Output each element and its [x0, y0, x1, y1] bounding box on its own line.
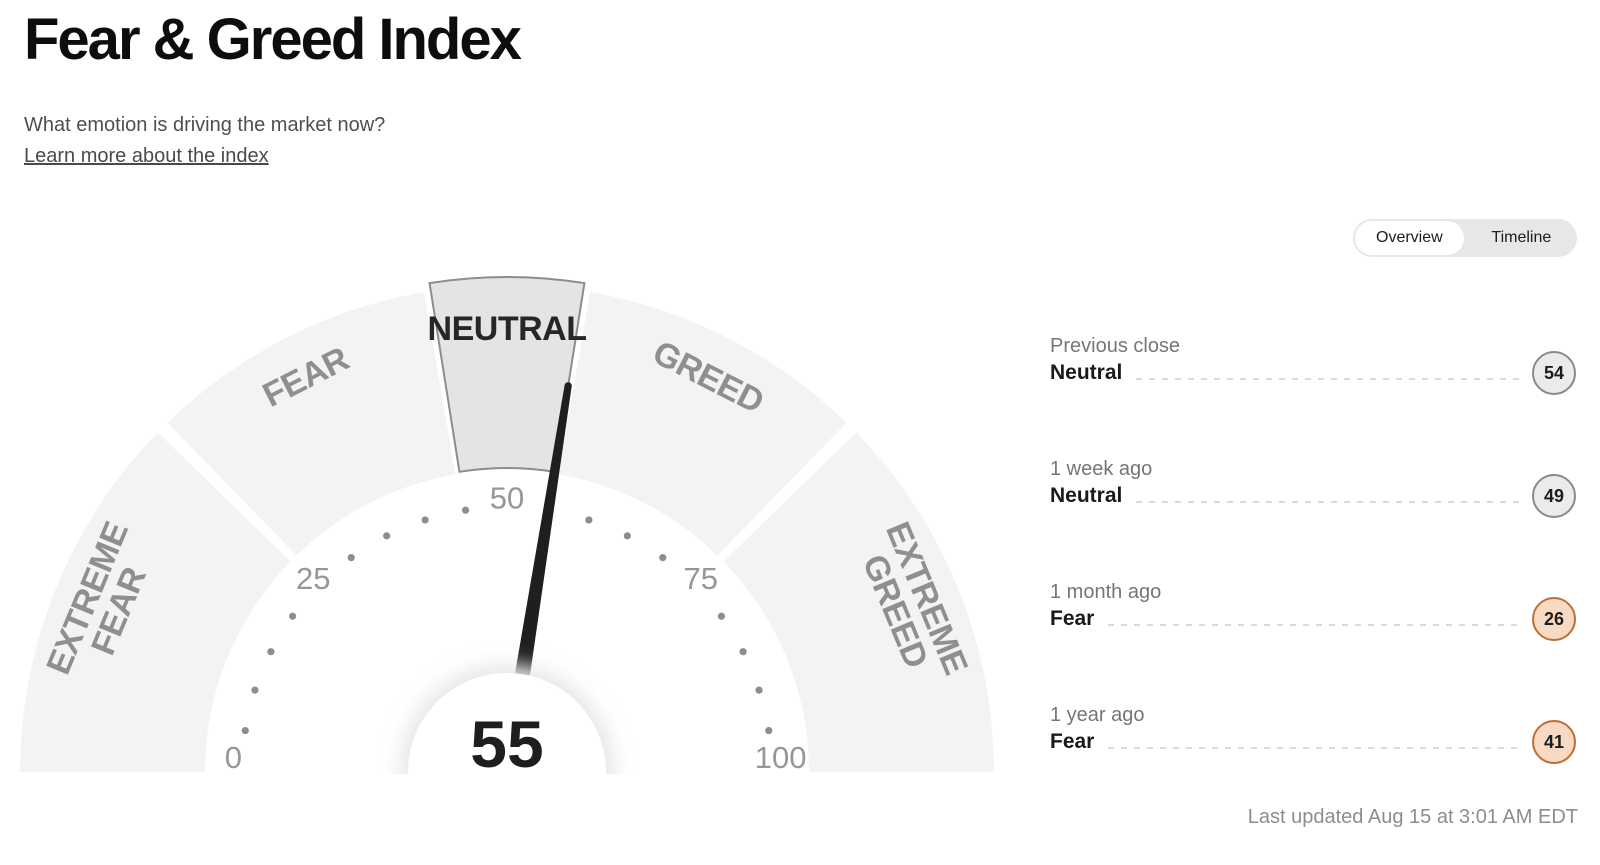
dotted-leader: [1136, 378, 1520, 380]
gauge-needle: [503, 385, 572, 746]
dotted-leader: [1108, 747, 1520, 749]
history-label: Neutral: [1050, 361, 1123, 384]
gauge-tick-dot: [421, 516, 429, 524]
gauge-segment-extreme-fear: [20, 432, 291, 772]
gauge-tick-dot: [659, 554, 667, 562]
gauge-center-circle: [408, 673, 606, 774]
gauge-label-neutral: NEUTRAL: [428, 310, 587, 348]
history-row: 1 week ago Neutral 49: [1050, 457, 1576, 518]
gauge-tick-dot: [585, 516, 593, 524]
gauge-svg: 0255075100EXTREMEFEARFEARNEUTRALGREEDEXT…: [20, 276, 994, 774]
dotted-leader: [1108, 624, 1520, 626]
history-value-badge: 49: [1532, 474, 1576, 518]
gauge-needle-tip: [564, 382, 572, 390]
gauge-active-segment-neutral: [428, 276, 586, 473]
gauge-tick-dot: [383, 532, 391, 540]
dotted-leader: [1136, 501, 1520, 503]
tab-timeline[interactable]: Timeline: [1491, 229, 1552, 246]
gauge-tick-dot: [739, 648, 747, 656]
last-updated: Last updated Aug 15 at 3:01 AM EDT: [1247, 806, 1578, 828]
gauge-tick-dot: [347, 554, 355, 562]
gauge-tick-dot: [289, 612, 297, 620]
fear-greed-gauge: 0 25 50 75 100 EXTREME FEAR FEAR NEUTRAL GREED EXT…: [17, 272, 997, 774]
history-row: 1 year ago Fear 41: [1050, 703, 1576, 764]
view-toggle: Overview Timeline: [1353, 219, 1577, 257]
history-value-badge: 26: [1532, 597, 1576, 641]
history-value-badge: 41: [1532, 720, 1576, 764]
gauge-tick-dot: [267, 648, 275, 656]
gauge-tick-dot: [623, 532, 631, 540]
gauge-segment-greed: [558, 292, 847, 556]
gauge-segment-extreme-greed: [723, 432, 994, 772]
history-label: Fear: [1050, 607, 1095, 630]
gauge-tick-label-50: 50: [490, 481, 524, 516]
gauge-tick-dot: [755, 686, 763, 694]
gauge-tick-dot: [241, 726, 249, 735]
history-panel: Previous close Neutral 54 1 week ago Neu…: [1050, 334, 1576, 826]
history-period: 1 month ago: [1050, 581, 1162, 603]
gauge-tick-label-100: 100: [755, 740, 807, 774]
gauge-tick-dot: [717, 612, 725, 620]
history-label: Fear: [1050, 730, 1095, 753]
gauge-tick-dot: [765, 726, 773, 735]
gauge-tick-label-25: 25: [296, 561, 330, 596]
history-row: 1 month ago Fear 26: [1050, 580, 1576, 641]
gauge-tick-label-0: 0: [225, 740, 242, 774]
gauge-current-value: 55: [470, 707, 543, 774]
gauge-segment-fear: [167, 292, 456, 556]
gauge-tick-label-75: 75: [684, 561, 718, 596]
tab-overview[interactable]: Overview: [1355, 221, 1464, 255]
history-period: Previous close: [1050, 335, 1181, 357]
page-title: Fear & Greed Index: [24, 7, 522, 72]
history-value-badge: 54: [1532, 351, 1576, 395]
history-row: Previous close Neutral 54: [1050, 334, 1576, 395]
history-period: 1 week ago: [1050, 458, 1153, 480]
learn-more-link[interactable]: Learn more about the index: [24, 145, 269, 167]
page-subtitle: What emotion is driving the market now?: [24, 114, 386, 136]
history-label: Neutral: [1050, 484, 1123, 507]
gauge-tick-dot: [461, 506, 470, 514]
gauge-tick-dot: [251, 686, 259, 694]
svg-text:NEUTRAL: NEUTRAL: [428, 310, 587, 348]
history-period: 1 year ago: [1050, 704, 1145, 726]
